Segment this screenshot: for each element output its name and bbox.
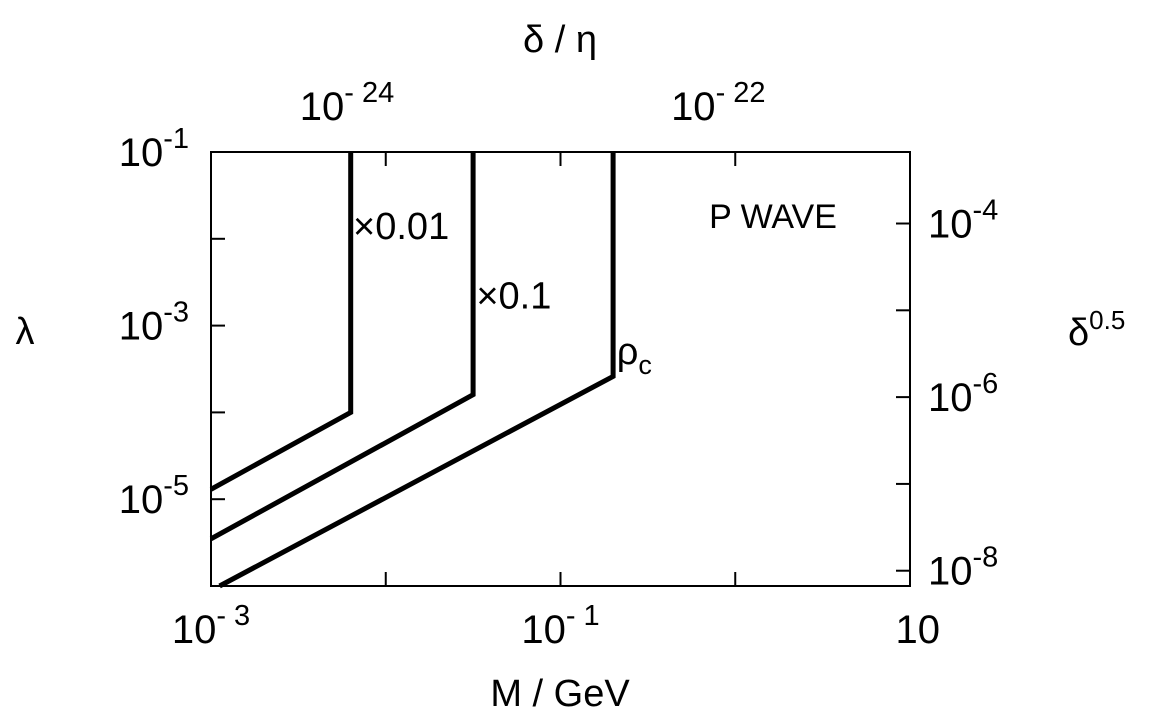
series-label-1: ×0.01 [353, 206, 449, 248]
x-tick-label: 10- 1 [521, 600, 599, 652]
y-tick-label: 10-3 [119, 297, 189, 349]
y2-tick-label: 10-4 [928, 195, 998, 247]
y-tick-label: 10-1 [119, 123, 189, 175]
series-line-1 [209, 152, 354, 492]
series-label-3: ρc [617, 331, 652, 380]
top-axis-title: δ / η [523, 19, 597, 61]
y2-tick-label: 10-8 [928, 542, 998, 594]
x-axis-title: M / GeV [490, 673, 630, 715]
y2-tick-label: 10-6 [928, 368, 998, 420]
x-tick-label: 10- 3 [172, 600, 250, 652]
x-tick-label: 10 [896, 608, 941, 652]
right-axis-title: δ0.5 [1068, 305, 1125, 354]
x2-tick-label: 10- 22 [671, 77, 765, 129]
y-tick-label: 10-5 [119, 470, 189, 522]
series-line-2 [209, 152, 476, 541]
series-line-3 [218, 152, 616, 589]
plot-annotation: P WAVE [709, 198, 837, 236]
y-axis-title: λ [16, 311, 35, 353]
series-label-2: ×0.1 [476, 275, 551, 317]
x2-tick-label: 10- 24 [300, 77, 394, 129]
